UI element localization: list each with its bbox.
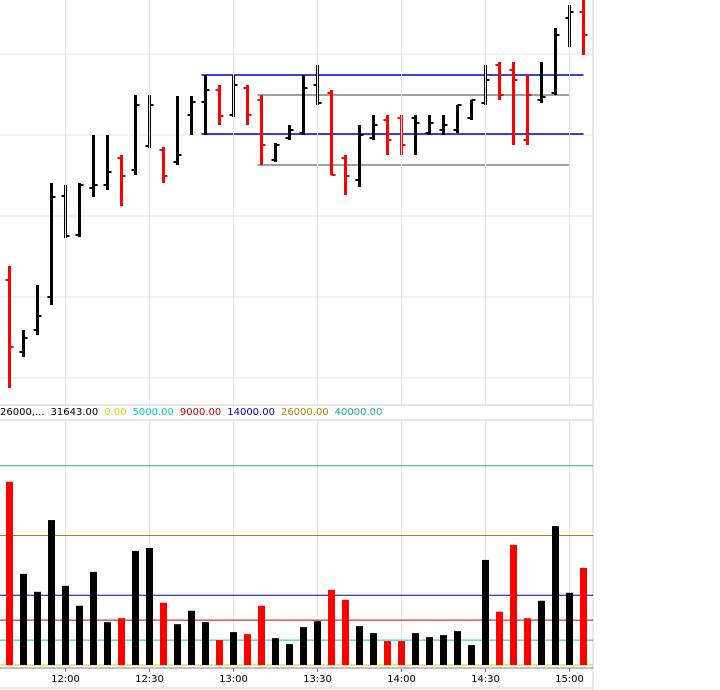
level-label: 5000.00 xyxy=(133,407,174,418)
volume-bar xyxy=(524,618,531,665)
volume-bar xyxy=(20,573,27,665)
legend-text: 31643.00 xyxy=(51,407,99,418)
x-tick-label: 13:30 xyxy=(303,674,332,685)
volume-bar xyxy=(104,622,111,665)
volume-bar xyxy=(272,638,279,665)
level-label: 0.00 xyxy=(104,407,126,418)
level-label: 40000.00 xyxy=(335,407,383,418)
x-tick-label: 12:30 xyxy=(135,674,164,685)
volume-bar xyxy=(426,637,433,665)
volume-bar xyxy=(258,605,265,665)
volume-bar xyxy=(76,605,83,665)
level-label: 26000.00 xyxy=(281,407,329,418)
volume-bar xyxy=(48,520,55,665)
volume-bar xyxy=(412,633,419,665)
volume-bar xyxy=(538,600,545,665)
volume-bar xyxy=(496,611,503,665)
price-grid xyxy=(0,53,593,379)
x-tick-label: 14:30 xyxy=(471,674,500,685)
volume-bar xyxy=(202,622,209,665)
volume-bar xyxy=(314,621,321,665)
volume-bar xyxy=(230,632,237,665)
volume-bar xyxy=(174,624,181,665)
x-tick-label: 13:00 xyxy=(219,674,248,685)
volume-bar xyxy=(510,544,517,665)
volume-bar xyxy=(34,591,41,665)
volume-bar xyxy=(244,634,251,665)
volume-bar xyxy=(328,589,335,665)
volume-bar xyxy=(342,599,349,665)
x-tick-label: 12:00 xyxy=(51,674,80,685)
volume-bar xyxy=(356,626,363,665)
volume-bar xyxy=(216,640,223,665)
volume-bar xyxy=(398,641,405,665)
volume-bar xyxy=(300,627,307,665)
volume-bar xyxy=(160,602,167,665)
volume-bar xyxy=(566,592,573,665)
x-tick-label: 14:00 xyxy=(387,674,416,685)
x-tick-label: 15:00 xyxy=(555,674,584,685)
level-label: 14000.00 xyxy=(227,407,275,418)
volume-bar xyxy=(482,559,489,665)
volume-bar xyxy=(118,618,125,665)
volume-bar xyxy=(580,567,587,665)
volume-bar xyxy=(62,585,69,665)
volume-bar xyxy=(370,633,377,665)
volume-bar xyxy=(286,644,293,665)
volume-bar xyxy=(6,481,13,665)
volume-bar xyxy=(146,547,153,665)
legend-text: 26000,... xyxy=(0,407,45,418)
level-label: 9000.00 xyxy=(180,407,221,418)
volume-bar xyxy=(454,631,461,665)
volume-bar xyxy=(188,610,195,665)
volume-bar xyxy=(384,641,391,665)
volume-bar xyxy=(132,550,139,665)
volume-bar xyxy=(440,635,447,665)
volume-bar xyxy=(552,526,559,665)
volume-bar xyxy=(90,571,97,665)
volume-bar xyxy=(468,645,475,665)
